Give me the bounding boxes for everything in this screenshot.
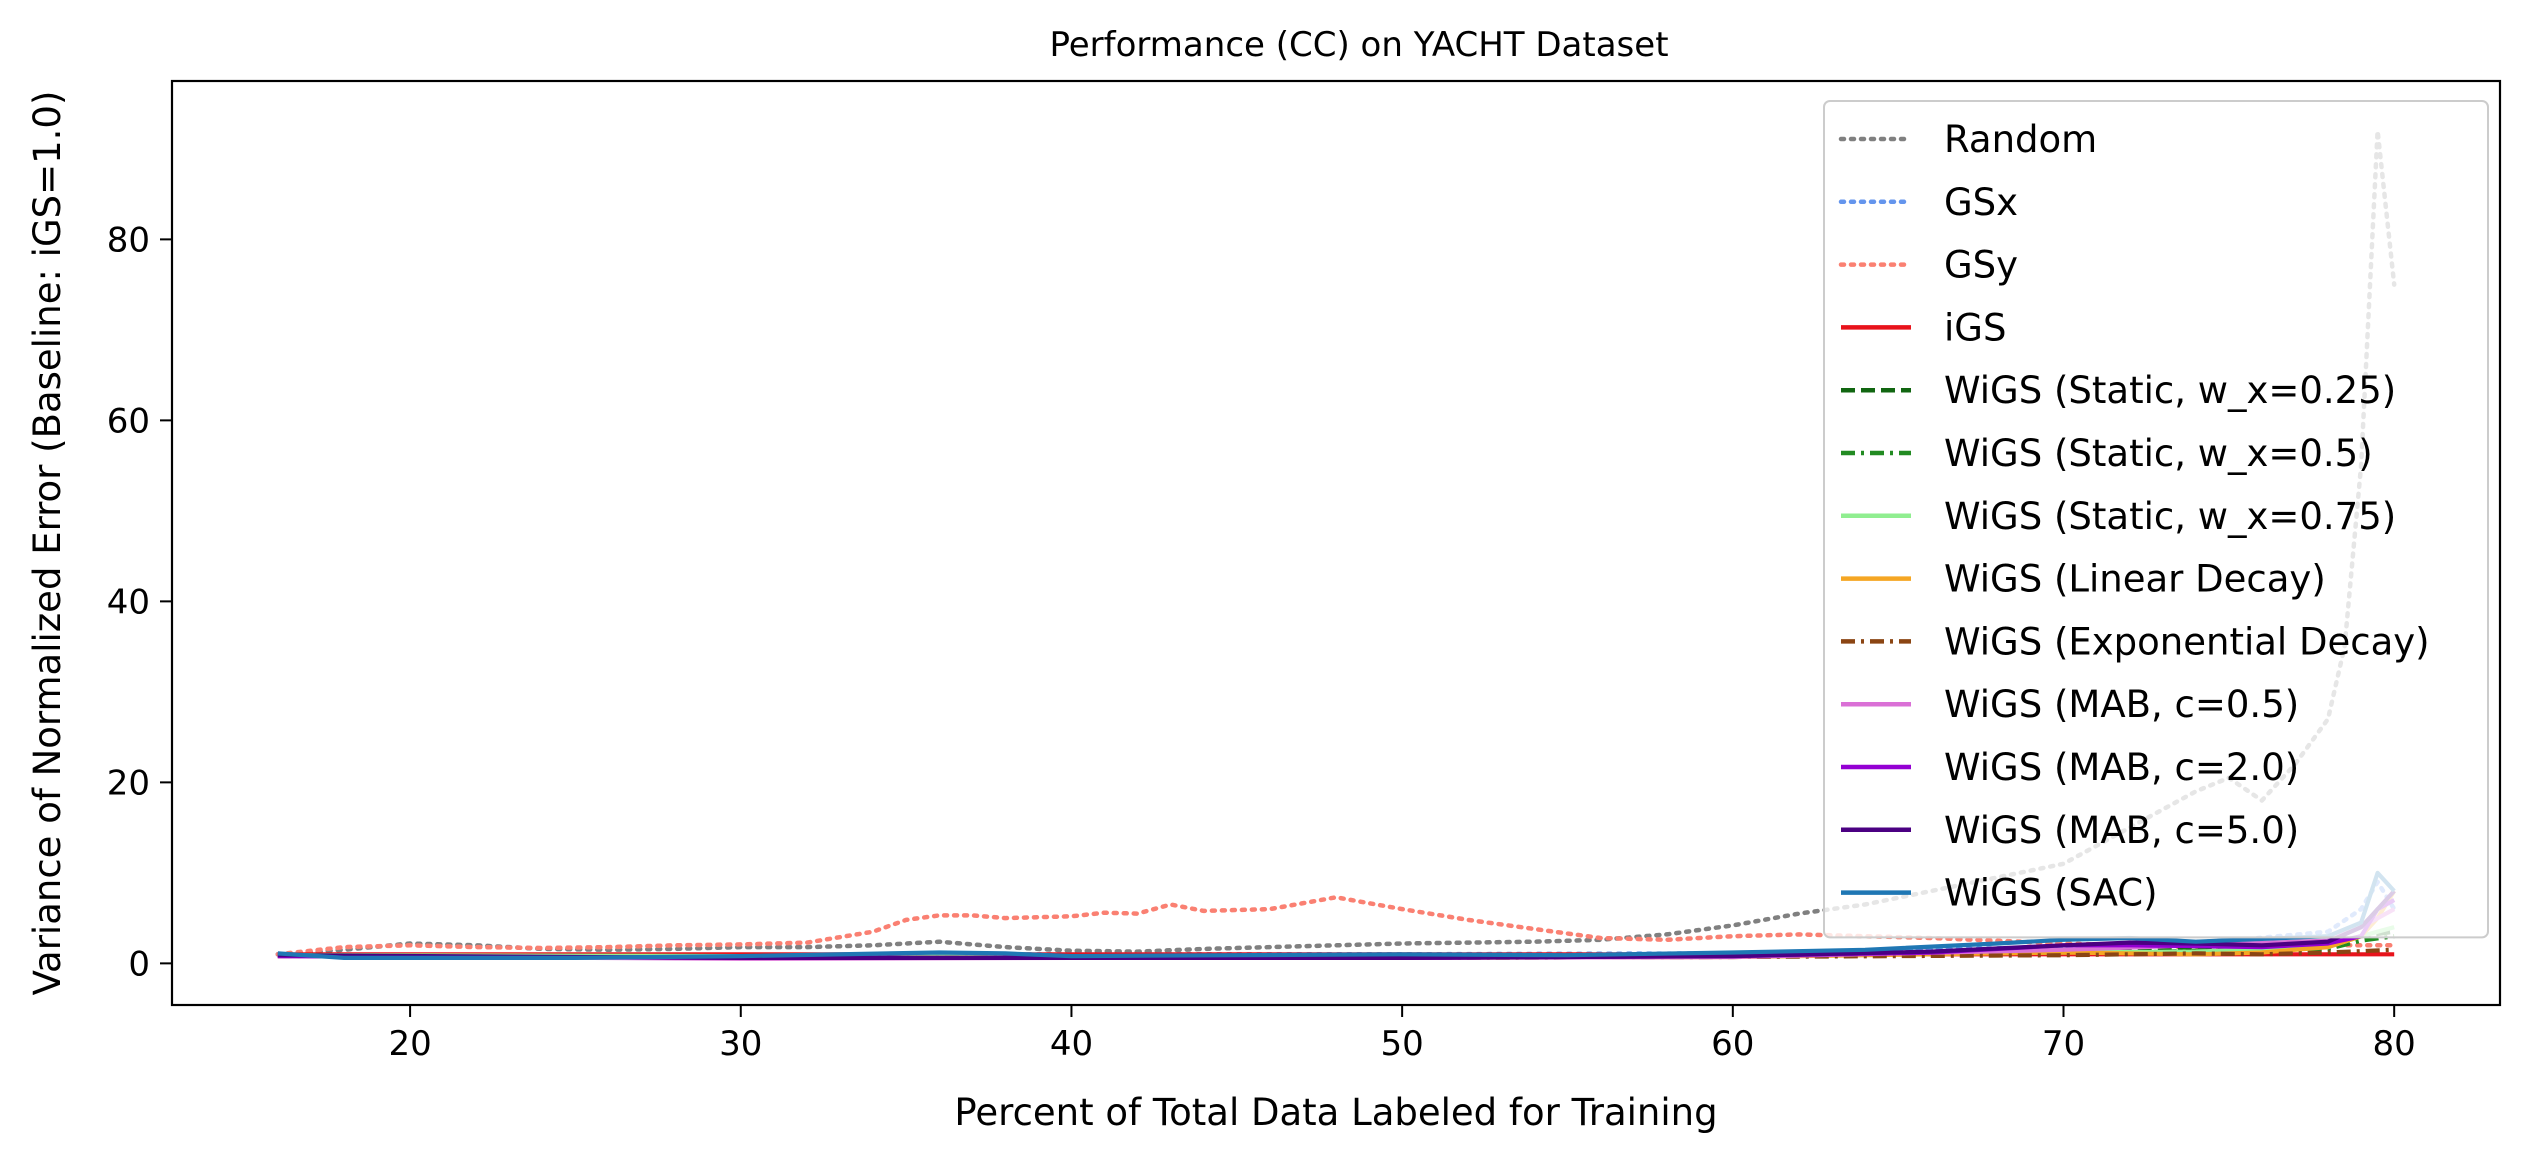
- y-axis: 0 20 40 60 80: [107, 220, 172, 984]
- legend-label-1: GSx: [1944, 181, 2018, 224]
- legend-label-0: Random: [1944, 118, 2097, 161]
- y-tick-label-0: 0: [128, 944, 150, 984]
- legend-label-4: WiGS (Static, w_x=0.25): [1944, 369, 2396, 412]
- legend-label-11: WiGS (MAB, c=5.0): [1944, 809, 2299, 852]
- legend: Random GSx GSy iGS WiGS (Static, w_x=0.25) Wi…: [1823, 100, 2489, 939]
- x-tick-label-0: 20: [388, 1024, 431, 1064]
- series-line-2: [275, 895, 2397, 957]
- chart-title: Performance (CC) on YACHT Dataset: [1049, 25, 1668, 65]
- x-tick-label-3: 50: [1381, 1024, 1424, 1064]
- legend-label-9: WiGS (MAB, c=0.5): [1944, 683, 2299, 726]
- legend-box: [1823, 100, 2489, 939]
- x-tick-label-2: 40: [1050, 1024, 1093, 1064]
- plot-frame: [170, 79, 2502, 1007]
- y-tick-label-4: 80: [107, 220, 150, 260]
- y-tick-label-3: 60: [107, 401, 150, 441]
- legend-label-8: WiGS (Exponential Decay): [1944, 620, 2430, 663]
- x-tick-label-4: 60: [1711, 1024, 1754, 1064]
- y-tick-label-2: 40: [107, 582, 150, 622]
- x-tick-label-1: 30: [719, 1024, 762, 1064]
- legend-label-10: WiGS (MAB, c=2.0): [1944, 746, 2299, 789]
- legend-label-2: GSy: [1944, 244, 2018, 287]
- legend-label-12: WiGS (SAC): [1944, 872, 2158, 915]
- y-axis-label: Variance of Normalized Error (Baseline: …: [26, 91, 69, 996]
- legend-label-3: iGS: [1944, 306, 2006, 349]
- legend-label-6: WiGS (Static, w_x=0.75): [1944, 495, 2396, 538]
- series-line-8: [277, 947, 2395, 961]
- legend-label-5: WiGS (Static, w_x=0.5): [1944, 432, 2373, 475]
- x-tick-label-6: 80: [2373, 1024, 2416, 1064]
- y-tick-label-1: 20: [107, 763, 150, 803]
- x-axis-label: Percent of Total Data Labeled for Traini…: [954, 1091, 1717, 1134]
- legend-label-7: WiGS (Linear Decay): [1944, 558, 2326, 601]
- x-tick-label-5: 70: [2042, 1024, 2085, 1064]
- x-axis: 20 30 40 50 60 70 80: [388, 1005, 2416, 1064]
